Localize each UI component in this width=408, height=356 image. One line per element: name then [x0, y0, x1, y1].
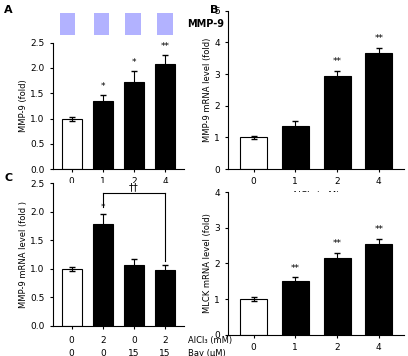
Text: **: ** [160, 42, 169, 51]
Bar [93, 224, 113, 326]
Text: AlCl₃ (mM): AlCl₃ (mM) [188, 336, 232, 345]
Text: **: ** [291, 264, 300, 273]
Bar [324, 258, 350, 335]
Bar [240, 299, 267, 335]
Bar [282, 126, 309, 169]
Text: 0: 0 [69, 336, 75, 345]
Text: *: * [100, 82, 105, 91]
Bar [324, 75, 350, 169]
Text: 15: 15 [159, 349, 171, 356]
Text: 0: 0 [131, 336, 137, 345]
Text: 2: 2 [100, 336, 106, 345]
Bar [365, 53, 392, 169]
Bar [62, 119, 82, 169]
Bar [93, 13, 109, 35]
Text: A: A [4, 5, 13, 15]
Text: **: ** [333, 57, 341, 66]
Bar [365, 244, 392, 335]
Bar [125, 13, 140, 35]
Text: Bay (μM): Bay (μM) [188, 349, 226, 356]
Text: **: ** [333, 240, 341, 248]
Bar [282, 281, 309, 335]
Bar [157, 13, 173, 35]
Text: **: ** [375, 34, 384, 43]
Y-axis label: MMP-9 (fold): MMP-9 (fold) [18, 79, 28, 132]
X-axis label: AlCl₃ (mM): AlCl₃ (mM) [95, 190, 142, 200]
Text: MMP-9: MMP-9 [188, 19, 224, 29]
Bar [93, 101, 113, 169]
Y-axis label: MMP-9 mRNA level (fold ): MMP-9 mRNA level (fold ) [18, 201, 28, 308]
X-axis label: AlCl₃ (mM): AlCl₃ (mM) [293, 190, 340, 200]
Text: *: * [100, 203, 105, 212]
Bar [62, 269, 82, 326]
Text: **: ** [375, 225, 384, 234]
Bar [124, 265, 144, 326]
Bar [155, 64, 175, 169]
Text: B: B [210, 5, 219, 15]
Text: 15: 15 [128, 349, 140, 356]
Bar [240, 137, 267, 169]
Text: ††: †† [129, 182, 139, 192]
Bar [155, 271, 175, 326]
Y-axis label: MMP-9 mRNA level (fold): MMP-9 mRNA level (fold) [203, 38, 212, 142]
Text: 2: 2 [162, 336, 168, 345]
Y-axis label: MLCK mRNA level (fold): MLCK mRNA level (fold) [203, 214, 212, 313]
Bar [60, 13, 75, 35]
Bar [124, 82, 144, 169]
Text: 0: 0 [100, 349, 106, 356]
Text: C: C [4, 173, 12, 183]
Text: 0: 0 [69, 349, 75, 356]
Text: *: * [132, 58, 136, 67]
